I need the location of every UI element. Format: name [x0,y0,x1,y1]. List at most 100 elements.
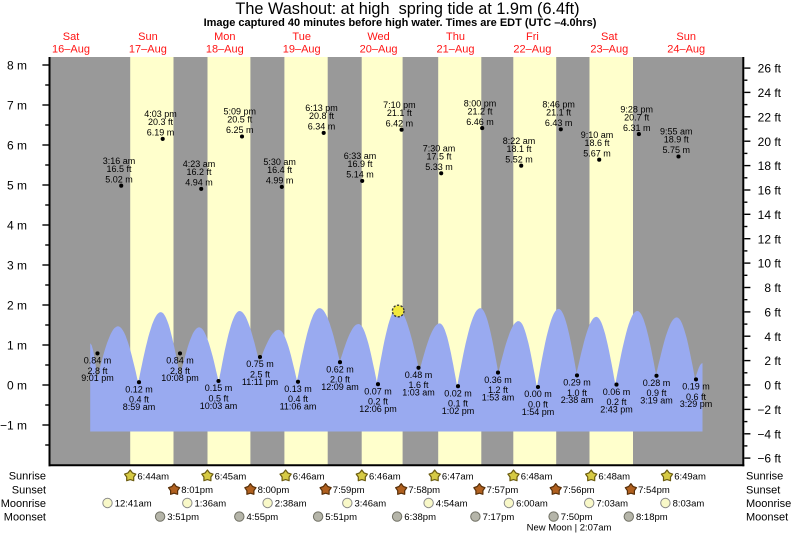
svg-text:6.46 m: 6.46 m [466,117,494,127]
svg-text:0.15 m: 0.15 m [205,383,233,393]
svg-text:4 m: 4 m [7,219,27,233]
svg-text:16.2 ft: 16.2 ft [186,167,212,177]
svg-text:0.5 ft: 0.5 ft [208,393,229,403]
svg-text:0.75 m: 0.75 m [246,359,274,369]
svg-text:2.0 ft: 2.0 ft [330,375,351,385]
svg-text:7:56pm: 7:56pm [563,485,595,496]
svg-text:19–Aug: 19–Aug [283,43,321,55]
svg-text:6.25 m: 6.25 m [226,125,254,135]
svg-text:3:19 am: 3:19 am [640,396,673,406]
svg-text:2.8 ft: 2.8 ft [170,366,191,376]
svg-text:4:03 pm: 4:03 pm [144,109,177,119]
svg-text:0 ft: 0 ft [764,379,781,393]
svg-text:8:22 am: 8:22 am [503,136,536,146]
svg-text:−4 ft: −4 ft [757,427,781,441]
svg-text:6:13 pm: 6:13 pm [305,103,338,113]
svg-text:0.0 ft: 0.0 ft [528,399,549,409]
svg-text:Image captured 40 minutes befo: Image captured 40 minutes before high wa… [204,17,597,29]
svg-text:3:46am: 3:46am [355,498,387,509]
svg-text:Sunrise: Sunrise [746,471,783,483]
svg-text:8:01pm: 8:01pm [181,485,213,496]
svg-text:6:49am: 6:49am [674,471,706,482]
svg-text:6.42 m: 6.42 m [386,118,414,128]
svg-text:8:46 pm: 8:46 pm [542,100,575,110]
svg-text:6.19 m: 6.19 m [147,128,175,138]
svg-text:4:55pm: 4:55pm [247,512,279,523]
svg-text:6.43 m: 6.43 m [545,118,573,128]
svg-text:Sunrise: Sunrise [9,471,46,483]
svg-text:2 ft: 2 ft [764,354,781,368]
svg-text:6.34 m: 6.34 m [308,122,336,132]
svg-text:9:28 pm: 9:28 pm [620,104,653,114]
svg-text:11:11 pm: 11:11 pm [242,377,278,387]
svg-text:20 ft: 20 ft [758,135,782,149]
svg-text:8:59 am: 8:59 am [123,402,156,412]
svg-text:20.8 ft: 20.8 ft [309,111,335,121]
svg-text:21.2 ft: 21.2 ft [467,106,493,116]
svg-text:22–Aug: 22–Aug [513,43,551,55]
svg-text:5.75 m: 5.75 m [663,145,691,155]
svg-text:−2 ft: −2 ft [757,403,781,417]
svg-text:6:46am: 6:46am [293,471,325,482]
svg-text:18–Aug: 18–Aug [206,43,244,55]
svg-text:8 ft: 8 ft [764,281,781,295]
svg-text:0.28 m: 0.28 m [643,378,671,388]
svg-text:0.00 m: 0.00 m [524,389,552,399]
svg-text:5.02 m: 5.02 m [105,174,133,184]
svg-text:1:54 pm: 1:54 pm [522,407,555,417]
svg-text:1.6 ft: 1.6 ft [408,380,429,390]
svg-text:20.7 ft: 20.7 ft [624,112,650,122]
svg-text:6 m: 6 m [7,139,27,153]
svg-text:0.4 ft: 0.4 ft [129,395,150,405]
svg-text:3:29 pm: 3:29 pm [680,399,713,409]
svg-text:16 ft: 16 ft [758,184,782,198]
svg-text:6:45am: 6:45am [215,471,247,482]
svg-text:0.6 ft: 0.6 ft [686,392,707,402]
svg-text:10:08 pm: 10:08 pm [161,373,199,383]
svg-text:21–Aug: 21–Aug [437,43,475,55]
svg-text:18.9 ft: 18.9 ft [664,135,690,145]
svg-text:3 m: 3 m [7,259,27,273]
svg-text:3:16 am: 3:16 am [103,156,136,166]
svg-text:16.5 ft: 16.5 ft [106,164,132,174]
svg-text:1:36am: 1:36am [195,498,227,509]
svg-text:−6 ft: −6 ft [757,452,781,466]
svg-text:8:18pm: 8:18pm [636,512,668,523]
svg-text:0.2 ft: 0.2 ft [368,397,389,407]
svg-text:9:55 am: 9:55 am [660,127,693,137]
svg-text:Wed: Wed [367,31,389,43]
svg-text:0.12 m: 0.12 m [125,384,153,394]
svg-text:5:51pm: 5:51pm [325,512,357,523]
svg-text:Sun: Sun [676,31,696,43]
svg-text:4.94 m: 4.94 m [185,178,213,188]
svg-text:22 ft: 22 ft [758,110,782,124]
svg-text:Moonset: Moonset [4,511,46,523]
svg-text:17.5 ft: 17.5 ft [426,152,452,162]
svg-text:7:03am: 7:03am [596,498,628,509]
svg-text:8 m: 8 m [7,59,27,73]
svg-text:5.52 m: 5.52 m [505,154,533,164]
svg-text:7:30 am: 7:30 am [423,144,456,154]
svg-text:26 ft: 26 ft [758,62,782,76]
svg-text:17–Aug: 17–Aug [129,43,167,55]
svg-text:21.1 ft: 21.1 ft [387,108,413,118]
svg-text:Moonrise: Moonrise [746,498,791,510]
svg-text:3:51pm: 3:51pm [167,512,199,523]
svg-text:Mon: Mon [214,31,235,43]
svg-text:5.33 m: 5.33 m [425,162,453,172]
svg-text:New Moon | 2:07am: New Moon | 2:07am [527,523,612,534]
svg-text:2:43 pm: 2:43 pm [600,404,633,414]
svg-text:2 m: 2 m [7,299,27,313]
svg-text:0.1 ft: 0.1 ft [448,399,469,409]
svg-text:16.4 ft: 16.4 ft [267,165,293,175]
svg-text:12 ft: 12 ft [758,232,782,246]
svg-text:6:00am: 6:00am [516,498,548,509]
svg-text:0.4 ft: 0.4 ft [288,394,309,404]
svg-text:0.19 m: 0.19 m [682,382,710,392]
svg-text:12:41am: 12:41am [115,498,152,509]
svg-text:0.06 m: 0.06 m [603,387,631,397]
svg-text:24 ft: 24 ft [758,86,782,100]
svg-text:23–Aug: 23–Aug [590,43,628,55]
svg-text:16–Aug: 16–Aug [52,43,90,55]
svg-text:0.84 m: 0.84 m [84,356,112,366]
